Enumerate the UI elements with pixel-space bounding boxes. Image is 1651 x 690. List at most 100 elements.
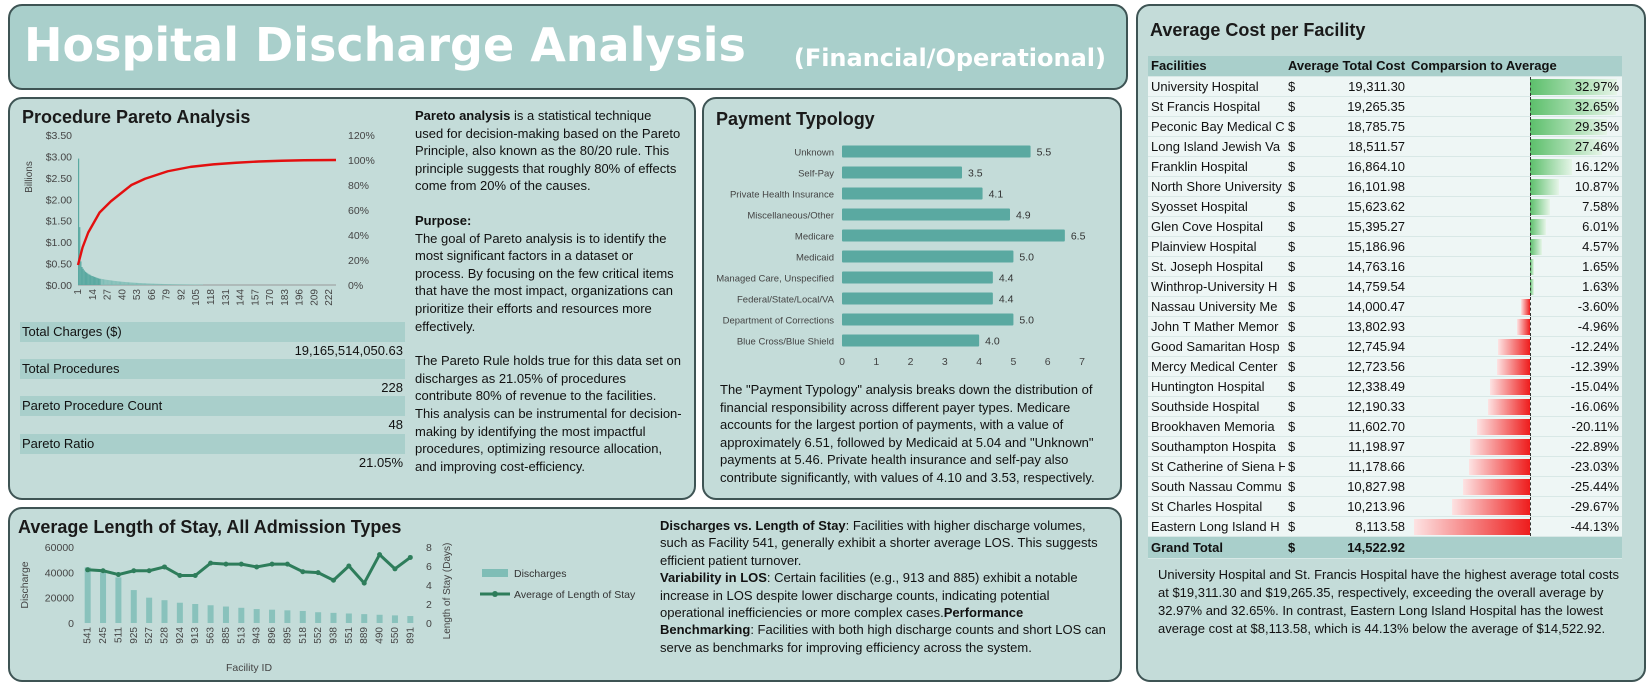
comparison-bar bbox=[1516, 318, 1531, 335]
payment-category-label: Blue Cross/Blue Shield bbox=[737, 337, 834, 348]
pareto-bar bbox=[179, 284, 181, 285]
payment-bar bbox=[842, 145, 1031, 158]
average-cost: 16,101.98 bbox=[1309, 176, 1409, 197]
facility-name: Brookhaven Memoria bbox=[1148, 416, 1285, 437]
currency-symbol: $ bbox=[1285, 176, 1310, 197]
pareto-bar bbox=[114, 280, 116, 285]
los-point bbox=[361, 580, 367, 586]
average-cost: 11,178.66 bbox=[1309, 456, 1409, 477]
comparison-cell: 29.35% bbox=[1408, 116, 1622, 137]
comparison-percent: 32.97% bbox=[1574, 78, 1619, 94]
comparison-bar bbox=[1530, 138, 1603, 155]
pareto-bar bbox=[159, 283, 161, 285]
comparison-cell: -22.89% bbox=[1408, 436, 1622, 457]
los-point bbox=[392, 566, 398, 572]
average-cost: 10,827.98 bbox=[1309, 476, 1409, 497]
facility-name: Peconic Bay Medical C bbox=[1148, 116, 1285, 137]
payment-x-tick: 5 bbox=[1011, 356, 1017, 368]
table-row: Good Samaritan Hosp $12,745.94 -12.24% bbox=[1148, 336, 1622, 357]
comparison-bar bbox=[1469, 458, 1531, 475]
los-x-tick: 490 bbox=[375, 627, 386, 644]
payment-value-label: 3.5 bbox=[968, 168, 983, 180]
pareto-bar bbox=[132, 282, 134, 285]
pareto-bar bbox=[187, 284, 189, 285]
pareto-bar bbox=[153, 283, 155, 285]
pareto-bar bbox=[171, 284, 173, 285]
los-x-tick: 925 bbox=[129, 627, 140, 644]
los-point bbox=[269, 561, 275, 567]
zero-axis-line bbox=[1530, 216, 1532, 235]
pareto-bar bbox=[157, 283, 159, 285]
title-panel: Hospital Discharge Analysis (Financial/O… bbox=[8, 4, 1128, 90]
pareto-x-tick: 209 bbox=[309, 289, 320, 306]
comparison-cell: 32.97% bbox=[1408, 76, 1622, 97]
pareto-bar bbox=[184, 284, 186, 285]
pareto-bar bbox=[160, 283, 162, 285]
facility-name: Nassau University Me bbox=[1148, 296, 1285, 317]
average-cost: 12,745.94 bbox=[1309, 336, 1409, 357]
los-t2: : Certain facilities (e.g., 913 and 885)… bbox=[660, 570, 1078, 621]
facility-name: Franklin Hospital bbox=[1148, 156, 1285, 177]
pareto-bar bbox=[180, 284, 182, 285]
facility-name: Syosset Hospital bbox=[1148, 196, 1285, 217]
table-row: Peconic Bay Medical C $18,785.75 29.35% bbox=[1148, 116, 1622, 137]
average-cost: 15,395.27 bbox=[1309, 216, 1409, 237]
pareto-bar bbox=[137, 282, 139, 285]
los-bar bbox=[84, 567, 91, 623]
page-subtitle: (Financial/Operational) bbox=[793, 44, 1106, 72]
pareto-bar bbox=[122, 281, 124, 285]
facility-name: St Charles Hospital bbox=[1148, 496, 1285, 517]
pareto-bar bbox=[147, 283, 149, 285]
los-point bbox=[208, 560, 214, 566]
payment-bar bbox=[842, 166, 962, 179]
currency-symbol: $ bbox=[1285, 136, 1310, 157]
comparison-bar bbox=[1530, 238, 1543, 255]
payment-value-label: 4.9 bbox=[1016, 210, 1031, 222]
comparison-percent: -16.06% bbox=[1570, 398, 1619, 414]
comparison-bar bbox=[1520, 298, 1531, 315]
los-y-tick: 0 bbox=[68, 618, 74, 630]
pareto-y2-tick: 80% bbox=[348, 180, 369, 192]
pareto-bar bbox=[99, 278, 101, 285]
pareto-x-tick: 27 bbox=[103, 289, 114, 301]
facility-name: Huntington Hospital bbox=[1148, 376, 1285, 397]
payment-x-tick: 0 bbox=[839, 356, 845, 368]
average-cost: 19,311.30 bbox=[1309, 76, 1409, 97]
los-y2-tick: 8 bbox=[426, 542, 432, 554]
los-y-tick: 40000 bbox=[45, 567, 74, 579]
payment-category-label: Managed Care, Unspecified bbox=[716, 274, 834, 285]
pareto-bar bbox=[78, 158, 80, 285]
zero-axis-line bbox=[1530, 256, 1532, 275]
comparison-percent: -25.44% bbox=[1570, 478, 1619, 494]
pareto-x-tick: 79 bbox=[162, 289, 173, 301]
payment-value-label: 5.0 bbox=[1019, 252, 1034, 264]
los-bar bbox=[284, 610, 291, 623]
pareto-bar bbox=[175, 284, 177, 285]
pareto-bar bbox=[133, 282, 135, 285]
table-row: Glen Cove Hospital $15,395.27 6.01% bbox=[1148, 216, 1622, 237]
pareto-y2-tick: 20% bbox=[348, 255, 369, 267]
payment-value-label: 4.4 bbox=[999, 294, 1014, 306]
comparison-cell: 1.63% bbox=[1408, 276, 1622, 297]
pareto-bar bbox=[85, 272, 88, 285]
comparison-bar bbox=[1530, 158, 1573, 175]
pareto-x-tick: 157 bbox=[250, 289, 261, 306]
pareto-y-tick: $2.50 bbox=[46, 173, 72, 185]
los-t1: : Facilities with higher discharge volum… bbox=[660, 518, 1098, 568]
payment-value-label: 5.0 bbox=[1019, 315, 1034, 327]
pareto-y-tick: $1.00 bbox=[46, 237, 72, 249]
cost-panel: Average Cost per Facility Facilities Ave… bbox=[1136, 4, 1646, 682]
facility-name: St Catherine of Siena H bbox=[1148, 456, 1285, 477]
table-row: Southampton Hospita $11,198.97 -22.89% bbox=[1148, 436, 1622, 457]
pareto-bar bbox=[107, 279, 109, 285]
facility-name: Winthrop-University H bbox=[1148, 276, 1285, 297]
pareto-bar bbox=[183, 284, 185, 285]
pareto-y-tick: $0.50 bbox=[46, 259, 72, 271]
pareto-x-tick: 144 bbox=[236, 289, 247, 306]
currency-symbol: $ bbox=[1285, 516, 1310, 537]
pareto-y-unit: Billions bbox=[24, 161, 35, 193]
pareto-bar bbox=[117, 281, 119, 285]
average-cost: 11,198.97 bbox=[1309, 436, 1409, 457]
zero-axis-line bbox=[1530, 516, 1532, 535]
los-x-tick: 550 bbox=[390, 627, 401, 644]
